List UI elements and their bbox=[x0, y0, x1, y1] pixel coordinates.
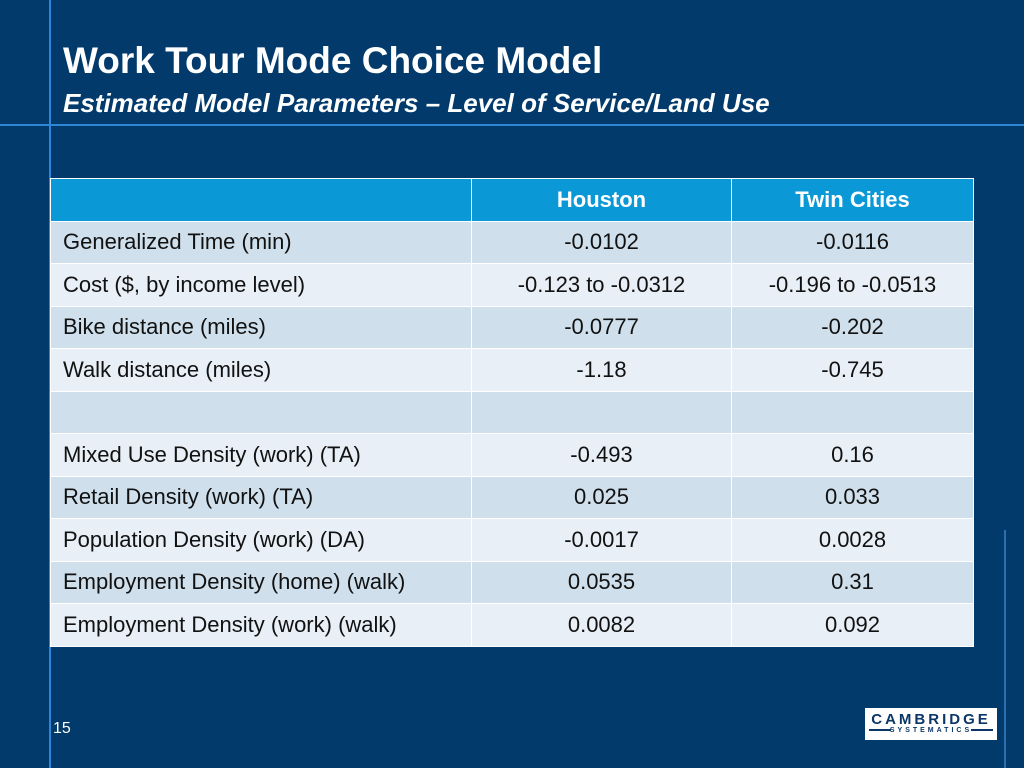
cambridge-systematics-logo: CAMBRIDGE SYSTEMATICS bbox=[865, 708, 997, 740]
twin-cities-value bbox=[731, 390, 974, 434]
table-row: Employment Density (work) (walk) 0.0082 … bbox=[50, 603, 974, 647]
row-label: Mixed Use Density (work) (TA) bbox=[50, 433, 472, 477]
houston-value: -0.123 to -0.0312 bbox=[471, 263, 732, 307]
header-cell-label bbox=[50, 178, 472, 222]
houston-value: -1.18 bbox=[471, 348, 732, 392]
logo-tagline: SYSTEMATICS bbox=[889, 727, 973, 734]
houston-value: -0.493 bbox=[471, 433, 732, 477]
header-cell-twin-cities: Twin Cities bbox=[731, 178, 974, 222]
table-row: Bike distance (miles) -0.0777 -0.202 bbox=[50, 305, 974, 349]
houston-value: -0.0017 bbox=[471, 518, 732, 562]
twin-cities-value: -0.0116 bbox=[731, 220, 974, 264]
table-row: Population Density (work) (DA) -0.0017 0… bbox=[50, 518, 974, 562]
row-label: Cost ($, by income level) bbox=[50, 263, 472, 307]
twin-cities-value: -0.196 to -0.0513 bbox=[731, 263, 974, 307]
houston-value: 0.025 bbox=[471, 475, 732, 519]
houston-value: 0.0082 bbox=[471, 603, 732, 647]
row-label bbox=[50, 390, 472, 434]
row-label: Employment Density (work) (walk) bbox=[50, 603, 472, 647]
twin-cities-value: -0.745 bbox=[731, 348, 974, 392]
row-label: Generalized Time (min) bbox=[50, 220, 472, 264]
table-row: Mixed Use Density (work) (TA) -0.493 0.1… bbox=[50, 433, 974, 477]
twin-cities-value: 0.092 bbox=[731, 603, 974, 647]
slide-title: Work Tour Mode Choice Model bbox=[63, 40, 603, 81]
houston-value: 0.0535 bbox=[471, 560, 732, 604]
twin-cities-value: 0.033 bbox=[731, 475, 974, 519]
right-accent-line bbox=[1004, 530, 1006, 768]
table-row-spacer bbox=[50, 390, 974, 434]
table-header-row: Houston Twin Cities bbox=[50, 178, 974, 222]
title-divider-line bbox=[0, 124, 1024, 126]
row-label: Employment Density (home) (walk) bbox=[50, 560, 472, 604]
row-label: Population Density (work) (DA) bbox=[50, 518, 472, 562]
table-row: Retail Density (work) (TA) 0.025 0.033 bbox=[50, 475, 974, 519]
houston-value: -0.0102 bbox=[471, 220, 732, 264]
table-row: Walk distance (miles) -1.18 -0.745 bbox=[50, 348, 974, 392]
page-number: 15 bbox=[53, 720, 71, 737]
logo-bar-right bbox=[971, 729, 993, 731]
row-label: Bike distance (miles) bbox=[50, 305, 472, 349]
row-label: Walk distance (miles) bbox=[50, 348, 472, 392]
logo-bar-left bbox=[869, 729, 891, 731]
twin-cities-value: 0.0028 bbox=[731, 518, 974, 562]
table-row: Generalized Time (min) -0.0102 -0.0116 bbox=[50, 220, 974, 264]
parameters-table: Houston Twin Cities Generalized Time (mi… bbox=[50, 178, 974, 647]
houston-value: -0.0777 bbox=[471, 305, 732, 349]
row-label: Retail Density (work) (TA) bbox=[50, 475, 472, 519]
twin-cities-value: 0.31 bbox=[731, 560, 974, 604]
table-row: Cost ($, by income level) -0.123 to -0.0… bbox=[50, 263, 974, 307]
logo-name: CAMBRIDGE bbox=[871, 711, 991, 728]
header-cell-houston: Houston bbox=[471, 178, 732, 222]
twin-cities-value: 0.16 bbox=[731, 433, 974, 477]
houston-value bbox=[471, 390, 732, 434]
slide-subtitle: Estimated Model Parameters – Level of Se… bbox=[63, 88, 770, 118]
twin-cities-value: -0.202 bbox=[731, 305, 974, 349]
table-row: Employment Density (home) (walk) 0.0535 … bbox=[50, 560, 974, 604]
